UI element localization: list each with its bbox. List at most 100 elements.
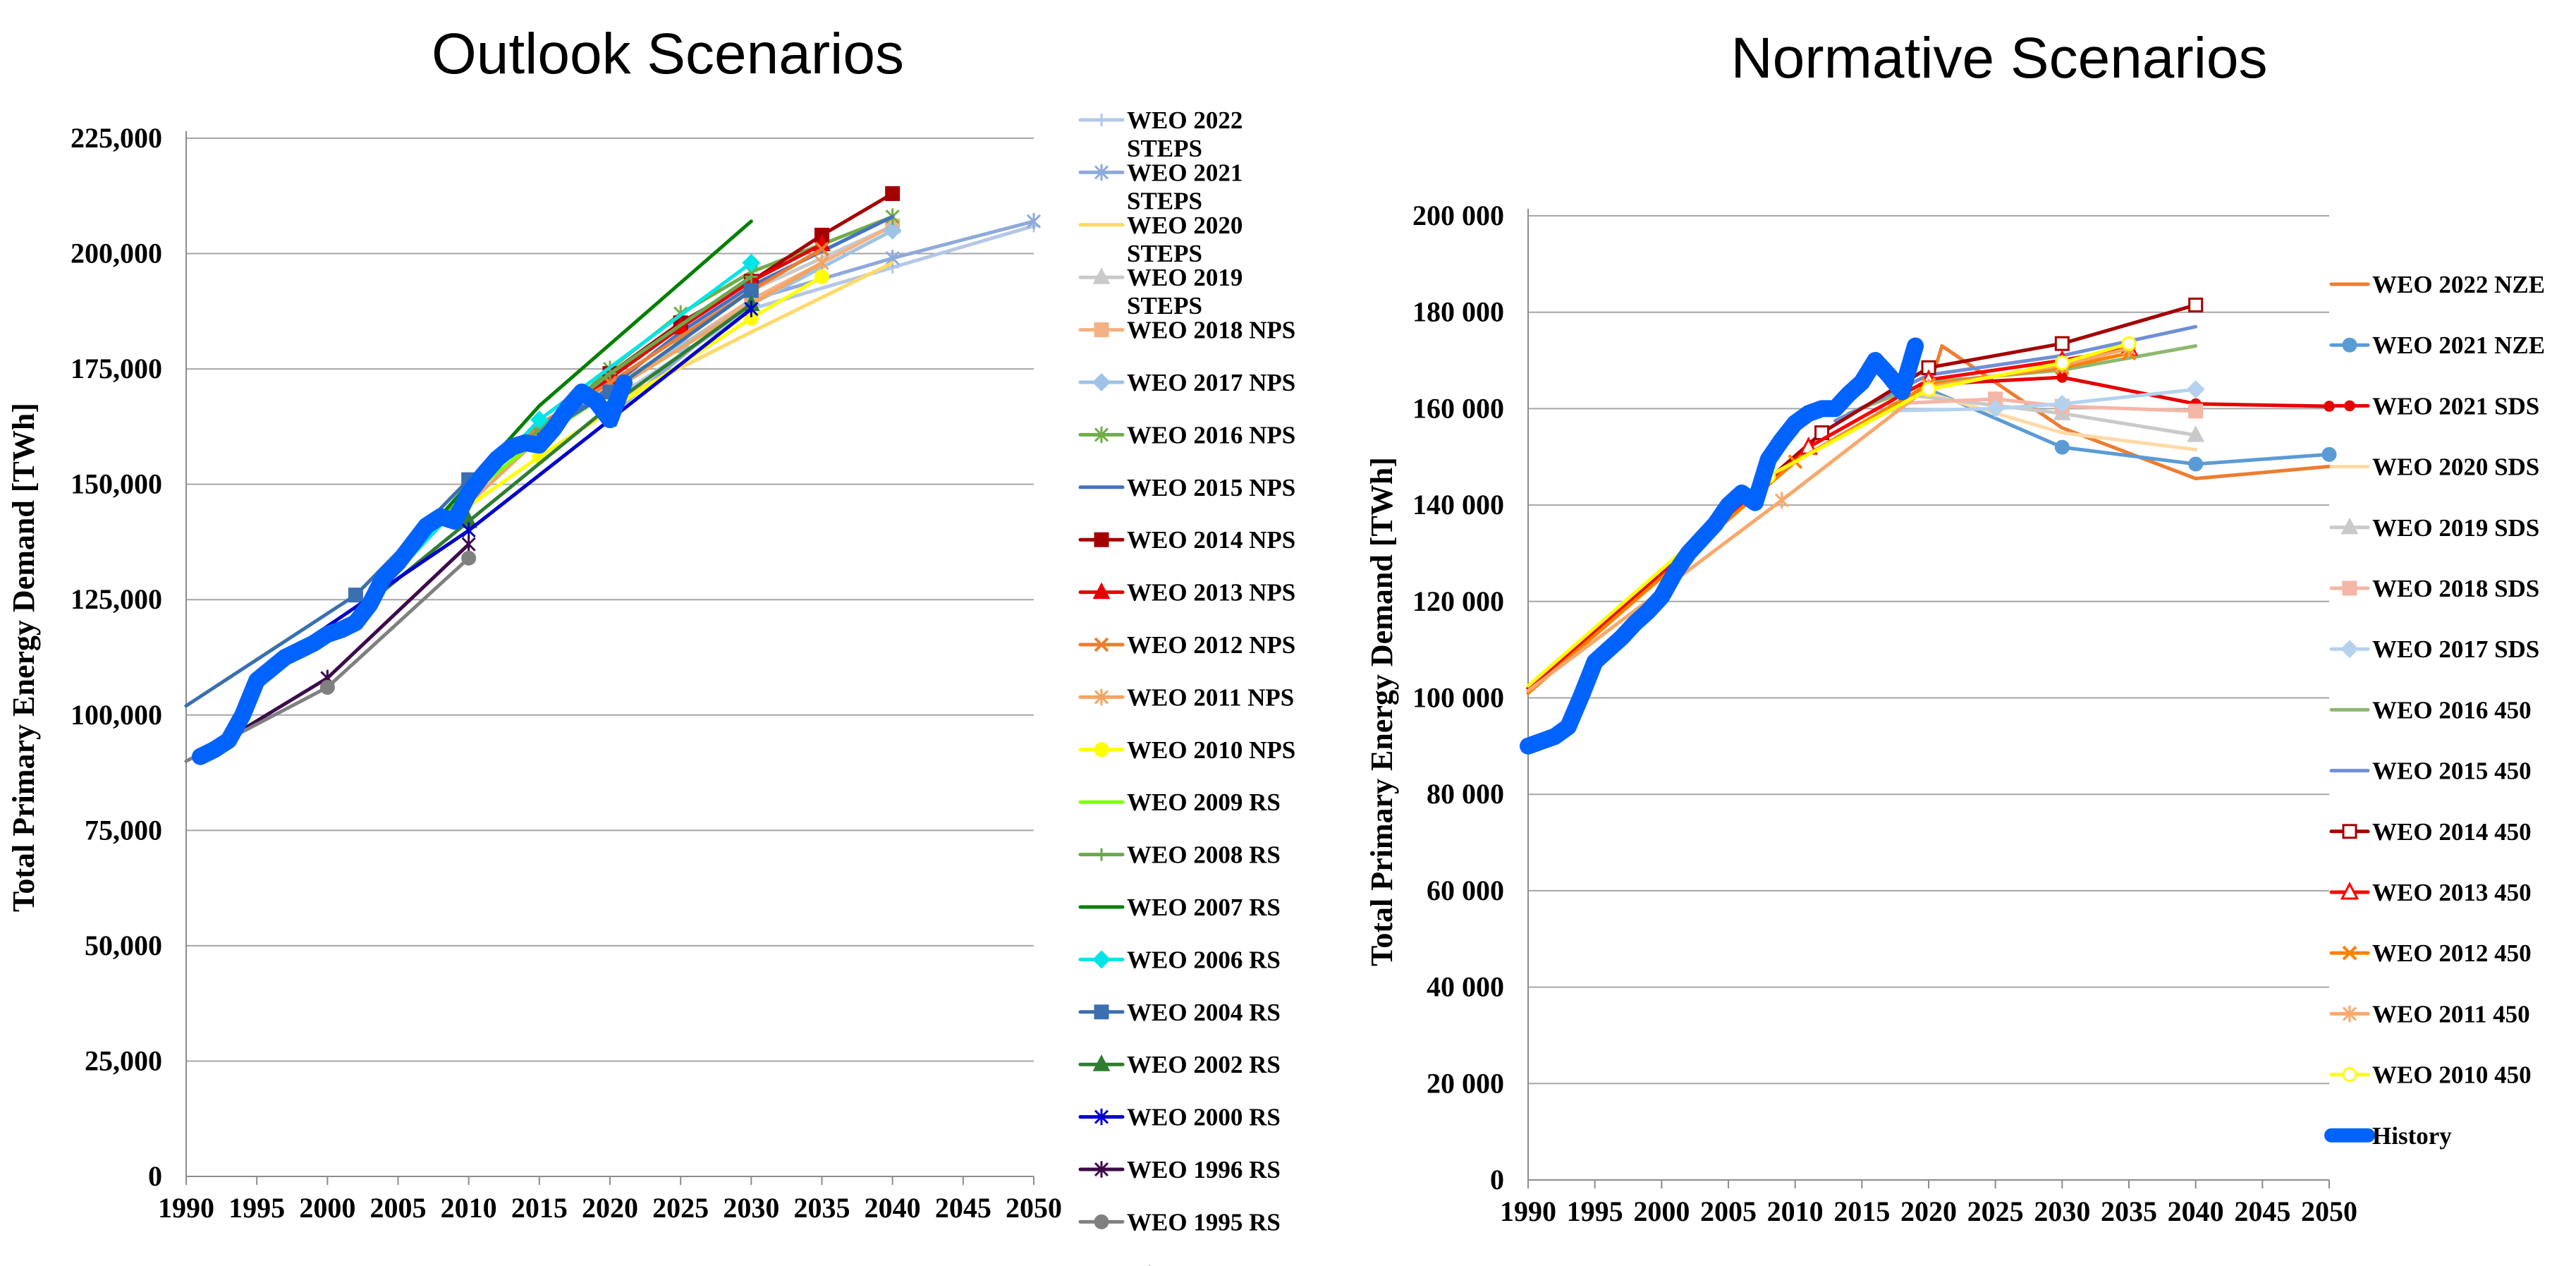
- legend-marker: [1094, 1161, 1109, 1178]
- series-weo-2017-sds: [1873, 380, 2205, 418]
- legend-marker: [1094, 742, 1109, 757]
- legend-marker: [2342, 1005, 2357, 1023]
- x-tick-label: 2040: [865, 1192, 921, 1224]
- legend-marker: [1092, 1054, 1111, 1071]
- x-tick-label: 2015: [511, 1192, 568, 1224]
- series-weo-2022-nze: [1927, 344, 2331, 480]
- legend-marker: [1095, 848, 1108, 861]
- legend-label: WEO 2017 NPS: [1127, 369, 1295, 396]
- legend-marker: [1095, 114, 1108, 126]
- x-tick-label: 2030: [2034, 1195, 2090, 1227]
- legend-label: History: [1127, 1261, 1207, 1266]
- legend-marker: [1094, 322, 1109, 338]
- legend-entry-weo-2008-rs: WEO 2008 RS: [1078, 841, 1281, 869]
- series-line-weo-1996-rs: [226, 542, 471, 740]
- legend-label: History: [2372, 1122, 2452, 1150]
- legend-label: WEO 2020 SDS: [2372, 454, 2539, 481]
- legend-label: WEO 2008 RS: [1127, 841, 1281, 869]
- x-tick-label: 2005: [370, 1192, 427, 1224]
- y-tick-label: 100,000: [71, 699, 162, 731]
- legend-marker: [2342, 945, 2357, 961]
- legend-label: WEO 2017 SDS: [2372, 635, 2539, 663]
- legend-entry-history: History: [2324, 1122, 2452, 1150]
- legend-marker: [1094, 426, 1109, 444]
- legend-label: WEO 2015 NPS: [1127, 474, 1295, 501]
- legend-entry-weo-2004-rs: WEO 2004 RS: [1078, 999, 1281, 1026]
- legend-entry-weo-2018-nps: WEO 2018 NPS: [1078, 317, 1295, 344]
- y-tick-label: 50,000: [85, 930, 162, 961]
- series-line-weo-2017-sds: [1873, 387, 2198, 413]
- y-tick-label: 80 000: [1427, 778, 1504, 810]
- legend-label: WEO 2012 450: [2372, 939, 2532, 967]
- y-tick-label: 160 000: [1412, 392, 1504, 424]
- legend-label: WEO 2010 NPS: [1127, 736, 1295, 764]
- data-point: [461, 522, 476, 539]
- legend-entry-weo-2011-nps: WEO 2011 NPS: [1078, 683, 1294, 711]
- legend-label: WEO 2021 SDS: [2372, 392, 2539, 420]
- legend-entry-weo-2002-rs: WEO 2002 RS: [1078, 1051, 1281, 1078]
- data-point: [814, 241, 829, 257]
- y-tick-label: 175,000: [71, 353, 162, 384]
- data-point: [2054, 355, 2070, 370]
- data-point: [1774, 492, 1789, 509]
- legend-label: STEPS: [1127, 240, 1202, 267]
- data-point: [2121, 336, 2137, 351]
- legend-label: WEO 2007 RS: [1127, 894, 1281, 921]
- data-point: [814, 254, 829, 272]
- series-line-weo-2006-rs: [382, 261, 753, 588]
- data-point: [2188, 403, 2204, 419]
- x-tick-label: 2005: [1700, 1195, 1757, 1227]
- x-tick-label: 1995: [228, 1192, 285, 1224]
- legend-label: WEO 2006 RS: [1127, 946, 1281, 973]
- data-point: [2054, 336, 2070, 351]
- normative-scenarios-chart: Normative Scenarios 0 20 000 40 000 60 000 80…: [1365, 26, 2545, 1227]
- data-point: [2188, 297, 2204, 312]
- data-point: [2186, 380, 2205, 398]
- legend-label: WEO 2000 RS: [1127, 1104, 1281, 1131]
- legend-entry-weo-1996-rs: WEO 1996 RS: [1078, 1156, 1281, 1183]
- legend-marker: [1092, 373, 1111, 391]
- x-tick-label: 2045: [2234, 1195, 2290, 1227]
- legend-entry-weo-2012-nps: WEO 2012 NPS: [1078, 631, 1295, 659]
- legend-entry-weo-2020-sds: WEO 2020 SDS: [2329, 454, 2539, 481]
- legend-label: WEO 2021 NZE: [2372, 331, 2545, 359]
- legend-marker: [2344, 400, 2355, 412]
- legend-marker: [2340, 882, 2360, 900]
- legend-marker: [2340, 517, 2359, 535]
- legend-label: WEO 2018 SDS: [2372, 575, 2539, 602]
- y-tick-label: 120 000: [1412, 585, 1504, 617]
- legend-entry-weo-2017-nps: WEO 2017 NPS: [1078, 369, 1295, 396]
- series-line-history: [192, 374, 633, 765]
- legend-label: WEO 2011 450: [2372, 1000, 2530, 1028]
- legend-marker: [1094, 1108, 1109, 1126]
- legend-label: WEO 2016 NPS: [1127, 421, 1295, 449]
- series-line-weo-2018-sds: [1886, 397, 2198, 413]
- legend-entry-weo-2014-nps: WEO 2014 NPS: [1078, 526, 1295, 554]
- data-point: [2188, 456, 2204, 472]
- x-tick-label: 1990: [1500, 1195, 1556, 1227]
- x-tick-label: 2010: [441, 1192, 497, 1224]
- legend-label: WEO 2015 450: [2372, 757, 2532, 785]
- series-weo-2021-nze: [1927, 387, 2337, 472]
- legend-marker: [1092, 950, 1111, 969]
- data-point: [461, 536, 476, 553]
- data-point: [319, 680, 335, 695]
- data-point: [742, 253, 761, 272]
- legend-marker: [2342, 337, 2357, 353]
- legend-marker: [1094, 1214, 1109, 1229]
- y-tick-label: 125,000: [71, 583, 162, 615]
- data-point: [885, 186, 901, 202]
- series-line-history: [1520, 337, 1924, 755]
- legend-entry-weo-2006-rs: WEO 2006 RS: [1078, 946, 1281, 973]
- series-weo-2002-rs: [325, 294, 760, 639]
- y-tick-label: 225,000: [71, 122, 162, 154]
- legend-entry-weo-2022-nze: WEO 2022 NZE: [2329, 271, 2545, 298]
- series-weo-2020-sds: [1913, 387, 2198, 451]
- data-point: [530, 410, 549, 429]
- legend-entry-weo-2016-450: WEO 2016 450: [2329, 696, 2532, 724]
- legend-label: WEO 2014 NPS: [1127, 526, 1295, 554]
- data-point: [2056, 372, 2068, 383]
- legend-entry-weo-2012-450: WEO 2012 450: [2329, 939, 2532, 967]
- x-tick-label: 2020: [582, 1192, 638, 1224]
